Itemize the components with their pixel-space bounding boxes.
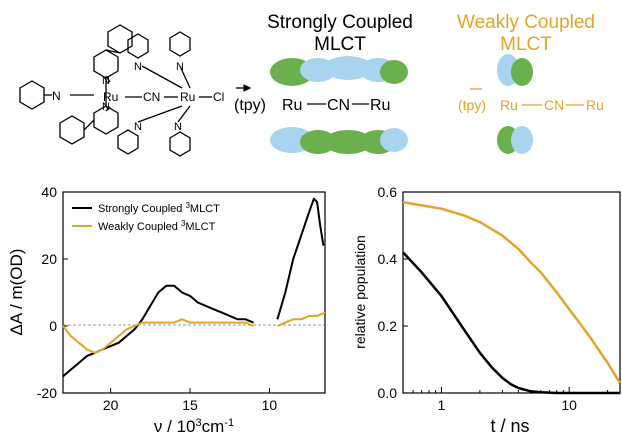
y-tick-label: 0.4 [378, 251, 398, 267]
series-line-strong [276, 197, 325, 320]
molecule-labels: N N N Ru CN Ru Cl N N N N [52, 61, 224, 133]
series-line-strong [402, 251, 620, 395]
y-axis-ticks: -20 0 20 40 [37, 184, 68, 401]
pyridine-ring [127, 33, 149, 59]
scheme-cn: CN [327, 97, 350, 114]
pyridine-ring [19, 80, 45, 110]
weak-title: Weakly Coupled [457, 12, 595, 33]
orbital-lobe [300, 130, 336, 154]
legend: Strongly Coupled 3MLCT Weakly Coupled 3M… [72, 201, 220, 233]
series-line-weak [277, 311, 326, 327]
series-line-weak [62, 318, 254, 354]
scheme-ru2: Ru [370, 97, 390, 114]
x-axis-ticks: 1 10 [412, 387, 609, 413]
y-tick-label: 0.0 [378, 385, 398, 401]
y-tick-label: 40 [41, 184, 57, 200]
plot-frame [402, 191, 621, 394]
atom-cn: CN [143, 90, 160, 104]
scheme-ru1: Ru [500, 97, 518, 113]
x-axis-label: ν / 103cm-1 [154, 417, 234, 436]
chart-population: 0.0 0.2 0.4 0.6 1 10 relative population t /… [352, 184, 622, 436]
chart-transient-absorption: -20 0 20 40 20 15 10 Strongly Coupled 3MLCT W… [7, 184, 326, 436]
series-group [402, 200, 622, 395]
y-tick-label: 0.2 [378, 318, 398, 334]
strong-title-mlct: MLCT [314, 34, 366, 55]
y-axis-ticks: 0.0 0.2 0.4 0.6 [378, 184, 408, 401]
atom-ru2: Ru [180, 90, 195, 104]
atom-n: N [102, 75, 110, 87]
y-tick-label: -20 [37, 385, 57, 401]
scheme-cn: CN [544, 97, 564, 113]
pyridine-ring [169, 131, 191, 157]
atom-n: N [134, 121, 142, 133]
orbital-lobe [324, 130, 372, 154]
weak-title-mlct: MLCT [500, 34, 552, 55]
y-axis-label: ΔA / m(OD) [7, 249, 26, 336]
orbital-lobe [380, 60, 408, 84]
atom-n: N [176, 61, 184, 73]
series-group [62, 197, 326, 378]
pyridine-ring [59, 115, 85, 145]
legend-label-strong: Strongly Coupled 3MLCT [98, 201, 220, 215]
plot-frame [62, 191, 326, 394]
x-tick-label: 15 [182, 397, 198, 413]
scheme-tpy: (tpy) [458, 97, 486, 113]
orbital-lobe [380, 128, 408, 152]
atom-n: N [52, 89, 61, 103]
orbital-lobe [511, 58, 533, 86]
orbital-lobe [511, 126, 533, 154]
legend-label-weak: Weakly Coupled 3MLCT [98, 219, 216, 233]
pyridine-ring [107, 24, 133, 54]
orbital-lobe [324, 56, 372, 80]
atom-ru1: Ru [103, 90, 118, 104]
pyridine-ring [117, 129, 139, 155]
pyridine-ring [93, 49, 119, 79]
y-tick-label: 0 [49, 318, 57, 334]
y-axis-label: relative population [352, 235, 368, 349]
x-tick-label: 20 [103, 397, 119, 413]
x-axis-label: t / ns [490, 416, 529, 436]
atom-cl: Cl [213, 90, 224, 104]
weak-coupling-scheme: Weakly Coupled MLCT (tpy) Ru CN Ru [457, 12, 604, 154]
y-tick-label: 0.6 [378, 184, 398, 200]
series-line-strong [62, 284, 254, 378]
y-tick-label: 20 [41, 251, 57, 267]
atom-n: N [134, 61, 142, 73]
scheme-ru2: Ru [586, 97, 604, 113]
strong-title: Strongly Coupled [267, 12, 413, 33]
x-tick-label: 10 [262, 397, 278, 413]
scheme-tpy: (tpy) [234, 97, 266, 114]
x-tick-label: 10 [561, 397, 577, 413]
x-tick-label: 1 [438, 397, 446, 413]
x-axis-ticks: 20 15 10 [103, 388, 278, 413]
strong-coupling-scheme: Strongly Coupled MLCT (tpy) Ru CN Ru [234, 12, 413, 154]
atom-n: N [102, 101, 110, 113]
atom-n: N [174, 121, 182, 133]
series-line-weak [402, 200, 622, 384]
pyridine-ring [169, 31, 191, 57]
molecule-structure [19, 24, 212, 157]
scheme-ru1: Ru [282, 97, 302, 114]
